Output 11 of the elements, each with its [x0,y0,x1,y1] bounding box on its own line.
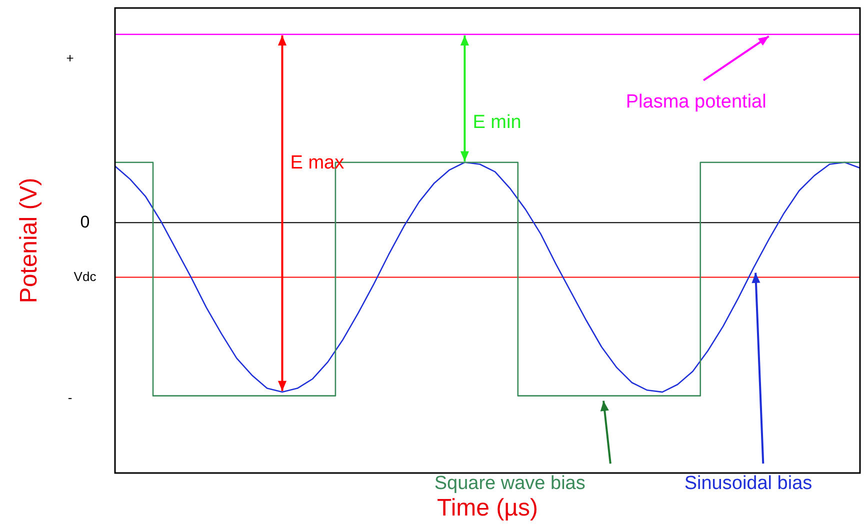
text: Square wave bias [434,472,586,494]
ref-line-label: 0 [80,212,90,232]
ref-line-label: Vdc [74,268,97,284]
text: + [66,50,74,66]
annotation: E min [472,112,522,134]
annotation: E max [290,152,345,174]
legend-label: Plasma potential [626,92,766,113]
x-axis-title: Time (µs) [437,494,538,522]
text: - [68,390,72,406]
text: Sinusoidal bias [684,472,812,494]
y-axis-title: Potenial (V) [16,178,43,304]
